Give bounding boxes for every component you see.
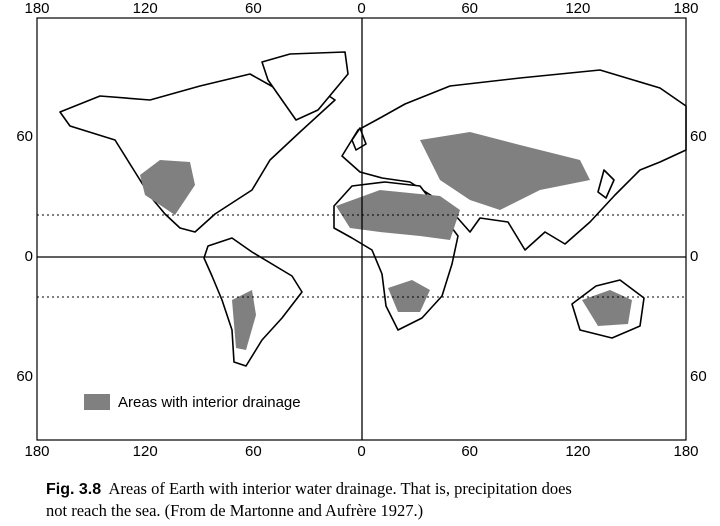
japan	[597, 169, 615, 199]
right-axis-label: 60	[690, 128, 707, 145]
top-axis-label: 0	[357, 0, 365, 17]
drainage-area	[140, 160, 195, 215]
bottom-axis-label: 120	[133, 443, 158, 460]
north-america	[59, 73, 336, 233]
bottom-axis-label: 60	[245, 443, 262, 460]
left-axis-label: 60	[16, 368, 33, 385]
legend-swatch	[84, 394, 110, 410]
bottom-axis-label: 60	[461, 443, 478, 460]
drainage-area	[582, 290, 632, 326]
left-axis-label: 0	[25, 248, 33, 265]
right-axis-label: 60	[690, 368, 707, 385]
bottom-axis-label: 180	[673, 443, 698, 460]
top-axis-label: 180	[673, 0, 698, 17]
top-axis-label: 120	[133, 0, 158, 17]
left-axis-label: 60	[16, 128, 33, 145]
legend-label: Areas with interior drainage	[118, 394, 301, 411]
bottom-axis-label: 0	[357, 443, 365, 460]
caption: Fig. 3.8 Areas of Earth with interior wa…	[46, 478, 716, 521]
drainage-area	[388, 280, 430, 312]
greenland	[261, 51, 349, 121]
drainage-area	[232, 290, 256, 350]
top-axis-label: 180	[24, 0, 49, 17]
bottom-axis-label: 180	[24, 443, 49, 460]
figure-number: Fig. 3.8	[46, 481, 102, 498]
drainage-area	[420, 132, 590, 210]
bottom-axis-label: 120	[565, 443, 590, 460]
top-axis-label: 60	[461, 0, 478, 17]
caption-line: Areas of Earth with interior water drain…	[108, 479, 572, 498]
map: Areas with interior drainage 180 120 60 0 60…	[16, 0, 707, 460]
top-axis-label: 60	[245, 0, 262, 17]
top-axis-label: 120	[565, 0, 590, 17]
right-axis-label: 0	[690, 248, 698, 265]
caption-line: not reach the sea. (From de Martonne and…	[46, 501, 424, 520]
